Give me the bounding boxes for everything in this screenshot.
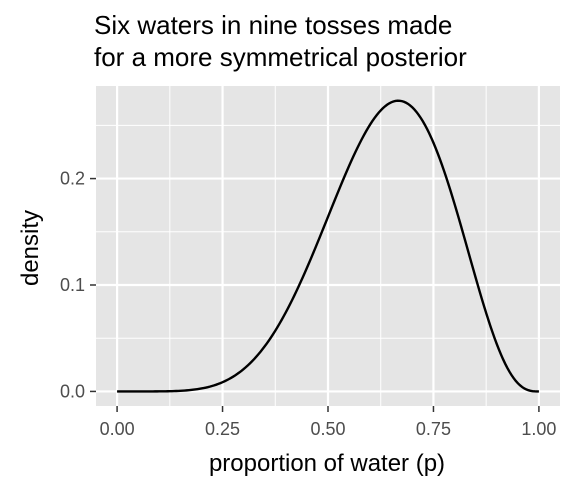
y-axis-title: density (17, 210, 44, 286)
y-tick-label: 0.1 (60, 275, 85, 295)
x-tick-label: 0.75 (416, 419, 451, 439)
y-tick-label: 0.2 (60, 169, 85, 189)
x-axis-title: proportion of water (p) (209, 450, 445, 477)
axes: 0.00 0.25 0.50 0.75 1.00 0.0 0.1 0.2 (60, 169, 556, 439)
x-tick-label: 1.00 (521, 419, 556, 439)
x-tick-label: 0.00 (100, 419, 135, 439)
y-tick-label: 0.0 (60, 381, 85, 401)
density-line (117, 99, 539, 393)
x-tick-label: 0.25 (205, 419, 240, 439)
chart-title-line-2: for a more symmetrical posterior (94, 42, 467, 72)
x-tick-label: 0.50 (310, 419, 345, 439)
chart-title-line-1: Six waters in nine tosses made (94, 10, 452, 40)
density-series (117, 99, 539, 393)
